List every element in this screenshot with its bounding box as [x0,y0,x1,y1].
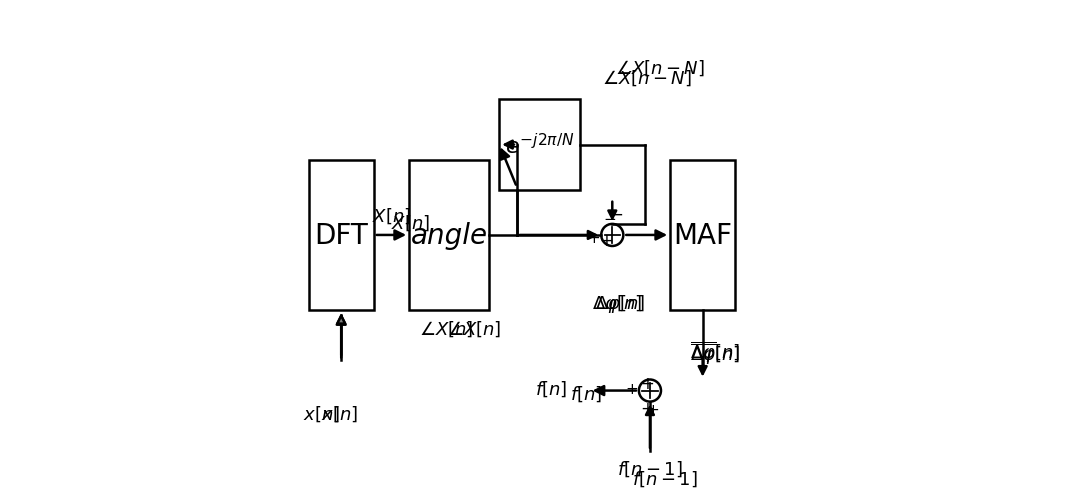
Text: $+$: $+$ [640,399,654,417]
Text: $f[n-1]$: $f[n-1]$ [617,459,683,478]
Text: $\Delta\varphi[n]$: $\Delta\varphi[n]$ [592,292,642,314]
Text: $x[n]$: $x[n]$ [302,404,340,423]
Text: DFT: DFT [314,221,368,249]
Text: $+$: $+$ [587,230,600,245]
Circle shape [639,380,661,402]
Text: $e^{-j2\pi/N}$: $e^{-j2\pi/N}$ [505,133,574,158]
Text: $f[n]$: $f[n]$ [535,379,568,398]
Text: $\Delta\varphi[n]$: $\Delta\varphi[n]$ [595,292,645,314]
Text: $X[n]$: $X[n]$ [392,213,431,232]
Text: $\angle X[n]$: $\angle X[n]$ [447,319,501,338]
FancyBboxPatch shape [409,160,489,311]
Text: $+$: $+$ [625,381,638,396]
Text: $-$: $-$ [603,209,616,224]
Text: $\overline{\Delta\varphi}[n]$: $\overline{\Delta\varphi}[n]$ [691,341,740,366]
Text: $+$: $+$ [646,402,659,417]
Text: $\overline{\Delta\varphi}[n]$: $\overline{\Delta\varphi}[n]$ [691,338,740,363]
Text: $f[n-1]$: $f[n-1]$ [632,469,698,488]
Text: $+$: $+$ [640,374,654,392]
Text: $X[n]$: $X[n]$ [372,206,411,225]
Text: $\angle X[n-N]$: $\angle X[n-N]$ [602,68,693,87]
Text: $\angle X[n]$: $\angle X[n]$ [420,319,474,338]
Text: $x[n]$: $x[n]$ [322,404,358,423]
FancyBboxPatch shape [309,160,373,311]
Text: $\angle X[n-N]$: $\angle X[n-N]$ [615,58,705,77]
Text: $+$: $+$ [599,231,613,249]
FancyBboxPatch shape [670,160,735,311]
FancyBboxPatch shape [500,100,579,190]
Text: angle: angle [411,221,488,249]
Text: $-$: $-$ [609,204,623,222]
Circle shape [601,224,624,246]
Text: MAF: MAF [673,221,733,249]
Text: $f[n]$: $f[n]$ [570,384,602,403]
